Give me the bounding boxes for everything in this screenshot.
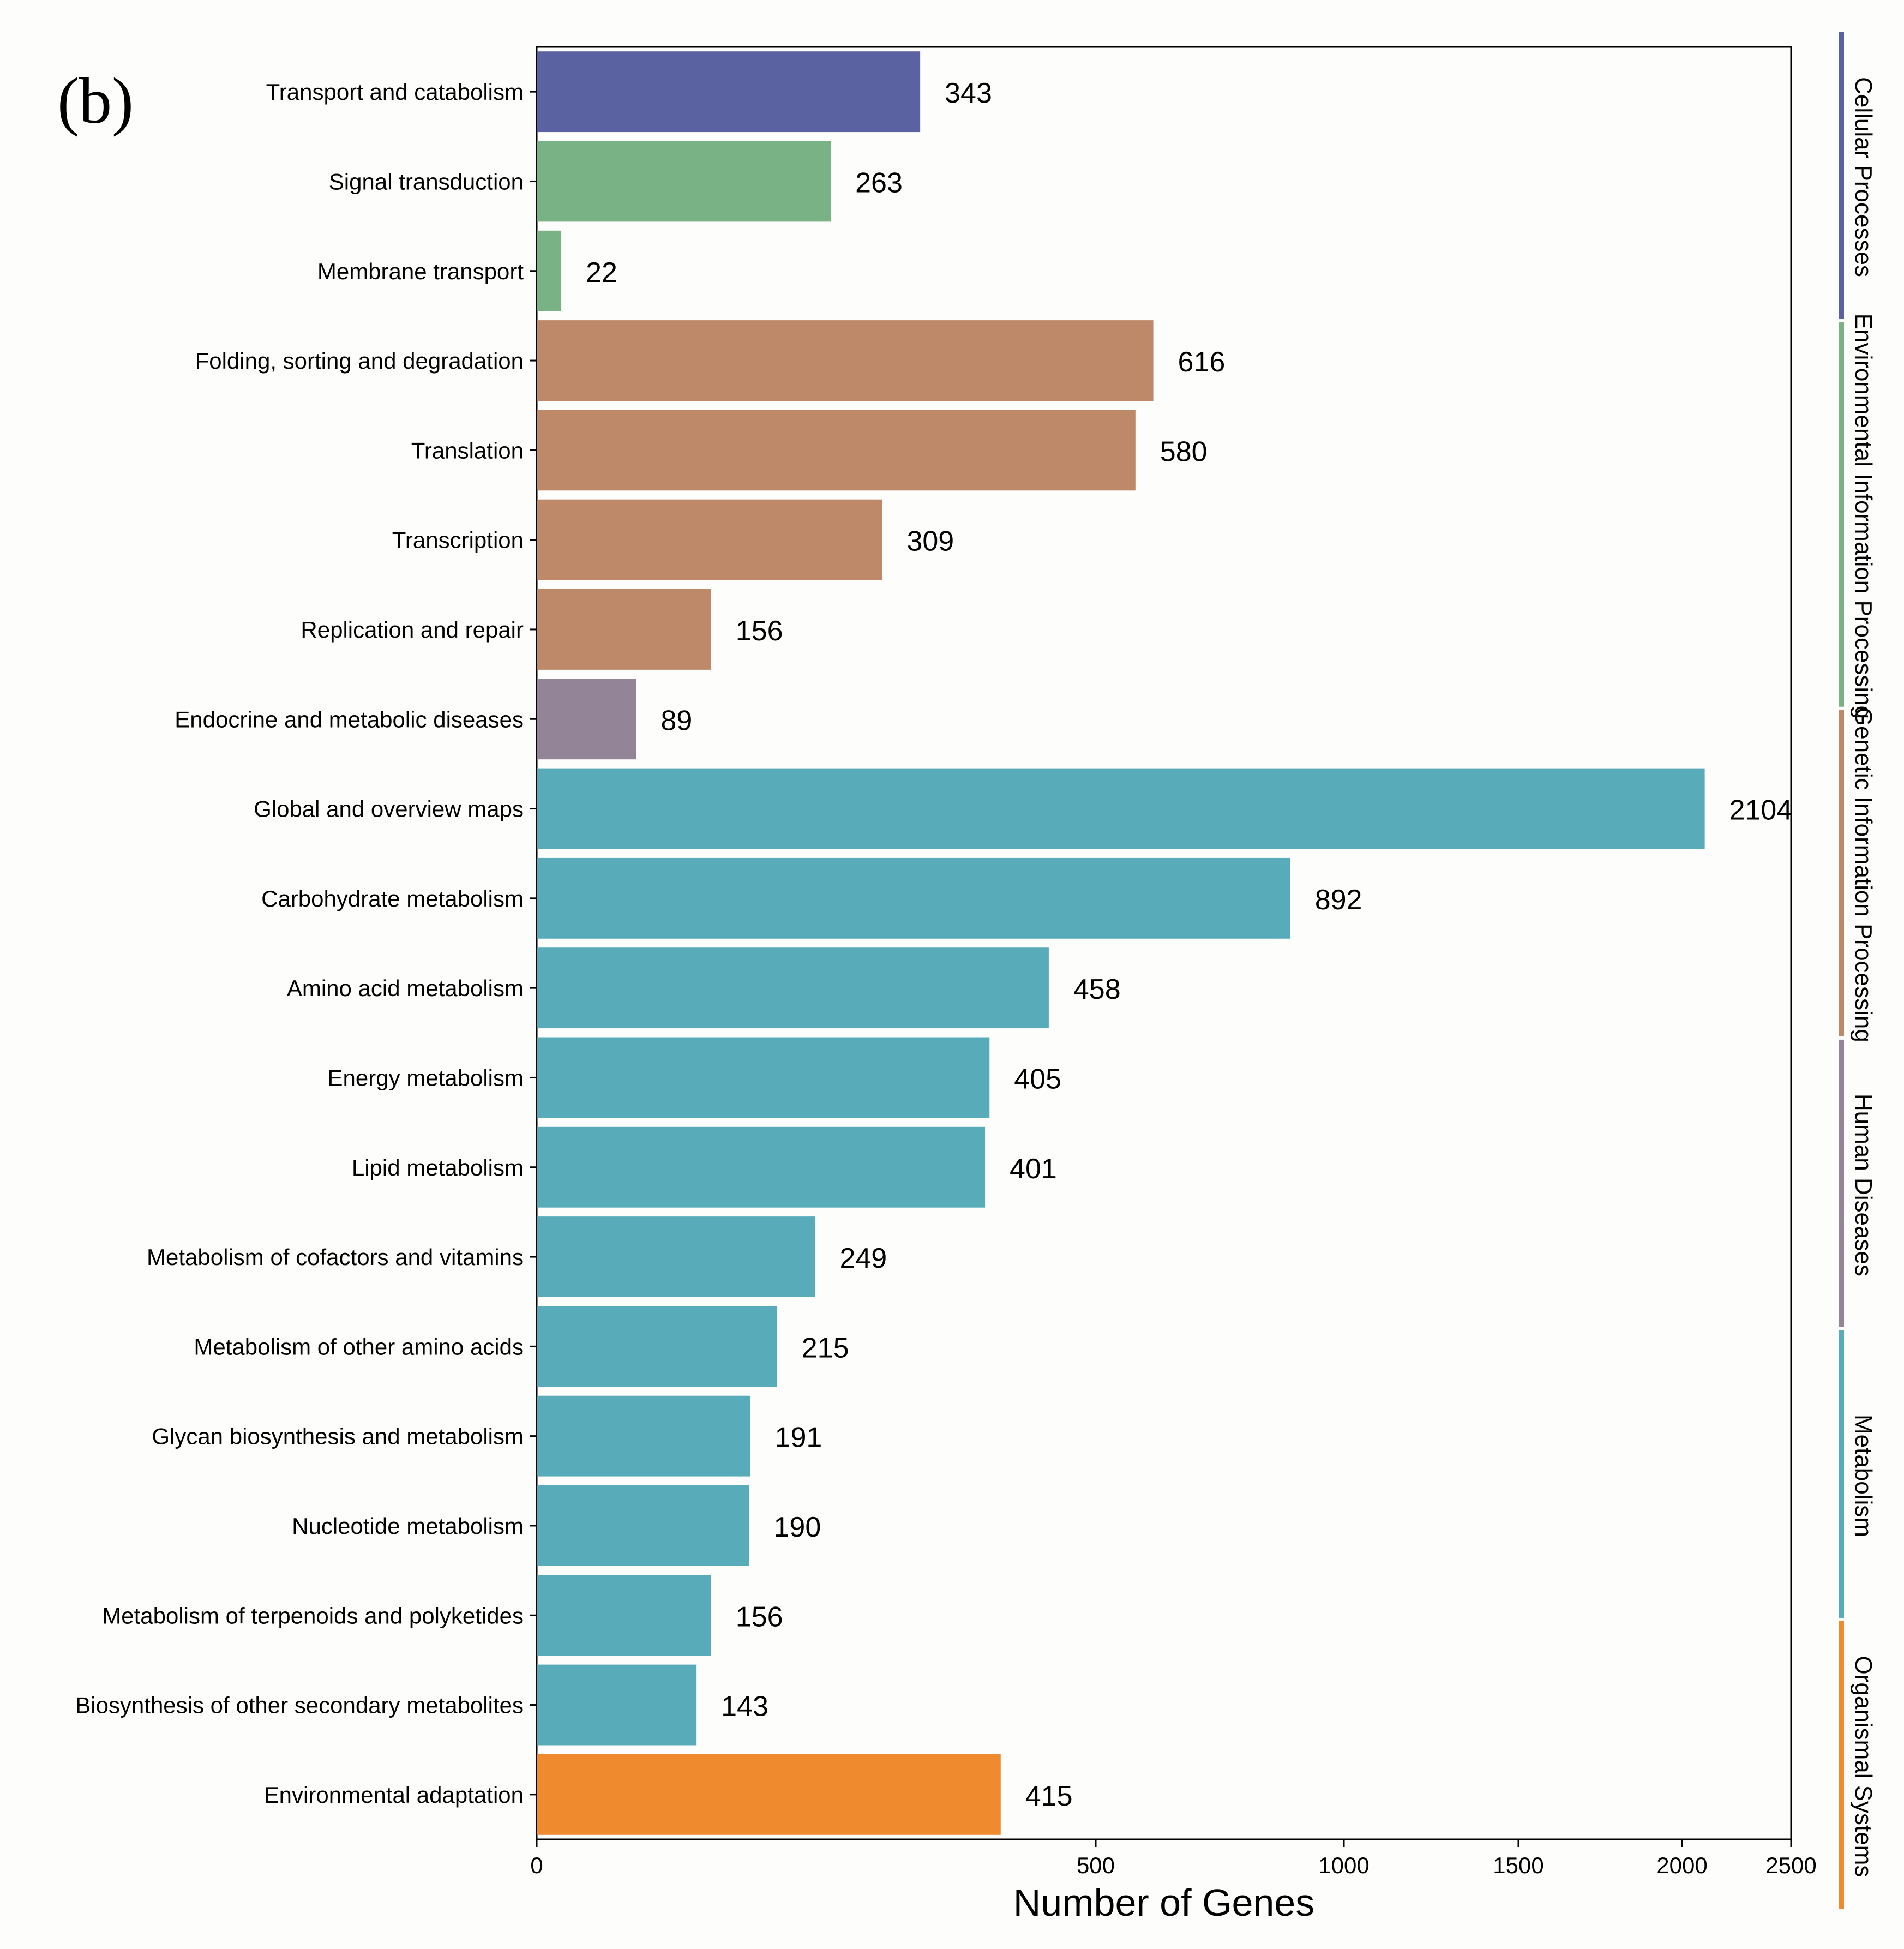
legend-segment-2 — [1839, 710, 1844, 1036]
y-tick-label-16: Nucleotide metabolism — [292, 1513, 524, 1539]
y-tick-label-17: Metabolism of terpenoids and polyketides — [102, 1603, 524, 1628]
bar-12 — [537, 1126, 986, 1208]
bar-8 — [537, 768, 1705, 849]
value-labels-layer: 343 263 22 616 580 309 156 89 2104 892 458 405 401 24… — [586, 77, 1792, 1812]
y-tick-label-0: Transport and catabolism — [266, 79, 524, 105]
value-label-14: 215 — [802, 1332, 849, 1364]
legend-segment-3 — [1839, 1039, 1844, 1327]
y-tick-label-4: Translation — [411, 437, 524, 463]
bars-layer — [537, 51, 1705, 1835]
value-label-19: 415 — [1025, 1780, 1073, 1812]
y-tick-label-1: Signal transduction — [329, 169, 524, 194]
y-tick-label-15: Glycan biosynthesis and metabolism — [152, 1424, 524, 1449]
value-label-0: 343 — [945, 77, 992, 109]
bar-5 — [537, 499, 882, 580]
y-tick-label-5: Transcription — [392, 527, 524, 553]
bar-11 — [537, 1037, 990, 1118]
plot-panel — [536, 46, 1792, 1840]
legend-segment-4 — [1839, 1330, 1844, 1618]
value-label-16: 190 — [774, 1512, 821, 1543]
value-label-5: 309 — [906, 526, 954, 557]
y-axis: Transport and catabolism Signal transduct… — [75, 79, 537, 1808]
bar-17 — [537, 1575, 711, 1656]
legend-label-4: Metabolism — [1850, 1414, 1877, 1537]
panel-label: (b) — [57, 64, 134, 137]
legend-label-1: Environmental Information Processing — [1850, 314, 1877, 719]
value-label-12: 401 — [1010, 1153, 1057, 1185]
y-tick-label-14: Metabolism of other amino acids — [194, 1334, 524, 1359]
y-tick-label-9: Carbohydrate metabolism — [261, 886, 524, 911]
bar-1 — [537, 141, 831, 222]
value-label-13: 249 — [839, 1243, 887, 1274]
value-label-8: 2104 — [1729, 795, 1793, 826]
y-tick-label-12: Lipid metabolism — [352, 1155, 524, 1180]
y-tick-label-7: Endocrine and metabolic diseases — [175, 706, 524, 732]
y-tick-label-11: Energy metabolism — [328, 1065, 524, 1090]
legend-label-5: Organismal Systems — [1850, 1656, 1877, 1878]
legend-segment-1 — [1839, 322, 1844, 707]
value-label-6: 156 — [736, 615, 783, 647]
bar-6 — [537, 589, 711, 670]
legend-label-2: Genetic Information Processing — [1850, 707, 1877, 1042]
y-tick-label-13: Metabolism of cofactors and vitamins — [147, 1244, 524, 1270]
bar-10 — [537, 947, 1049, 1029]
y-tick-label-3: Folding, sorting and degradation — [195, 348, 524, 374]
x-tick-label-5: 2500 — [1765, 1852, 1816, 1878]
y-tick-label-2: Membrane transport — [317, 259, 524, 284]
legend-segment-0 — [1839, 32, 1844, 320]
bar-0 — [537, 51, 921, 133]
legend-label-3: Human Diseases — [1850, 1094, 1877, 1276]
bar-15 — [537, 1395, 750, 1477]
y-tick-label-10: Amino acid metabolism — [287, 975, 524, 1001]
x-tick-label-2: 1000 — [1318, 1852, 1369, 1878]
value-label-7: 89 — [660, 705, 692, 736]
bar-2 — [537, 230, 562, 311]
legend-label-0: Cellular Processes — [1850, 77, 1877, 277]
value-label-15: 191 — [775, 1422, 822, 1454]
bar-7 — [537, 679, 636, 760]
value-label-9: 892 — [1315, 884, 1362, 916]
value-label-3: 616 — [1178, 346, 1226, 378]
x-axis-title: Number of Genes — [1013, 1881, 1314, 1924]
bar-18 — [537, 1664, 697, 1746]
legend-segment-5 — [1839, 1621, 1844, 1909]
x-tick-label-0: 0 — [530, 1852, 543, 1878]
x-tick-label-4: 2000 — [1656, 1852, 1707, 1878]
value-label-10: 458 — [1073, 974, 1121, 1005]
x-axis: 0 500 1000 1500 2000 2500 — [530, 1839, 1817, 1878]
bar-14 — [537, 1306, 777, 1387]
value-label-2: 22 — [586, 257, 617, 289]
bar-13 — [537, 1216, 815, 1297]
y-tick-label-6: Replication and repair — [301, 617, 524, 643]
bar-19 — [537, 1754, 1001, 1835]
value-label-18: 143 — [721, 1691, 768, 1723]
value-label-11: 405 — [1014, 1063, 1061, 1095]
value-label-1: 263 — [855, 167, 903, 199]
y-tick-label-8: Global and overview maps — [254, 796, 524, 822]
x-tick-label-3: 1500 — [1493, 1852, 1543, 1878]
y-tick-label-19: Environmental adaptation — [264, 1782, 524, 1808]
bar-16 — [537, 1485, 749, 1566]
y-tick-label-18: Biosynthesis of other secondary metaboli… — [75, 1693, 524, 1718]
bar-9 — [537, 857, 1290, 939]
bar-4 — [537, 410, 1136, 491]
bar-3 — [537, 320, 1154, 401]
category-legend-strip: Cellular Processes Environmental Informat… — [1839, 32, 1877, 1909]
x-tick-label-1: 500 — [1077, 1852, 1115, 1878]
value-label-4: 580 — [1160, 436, 1208, 467]
value-label-17: 156 — [736, 1601, 783, 1633]
